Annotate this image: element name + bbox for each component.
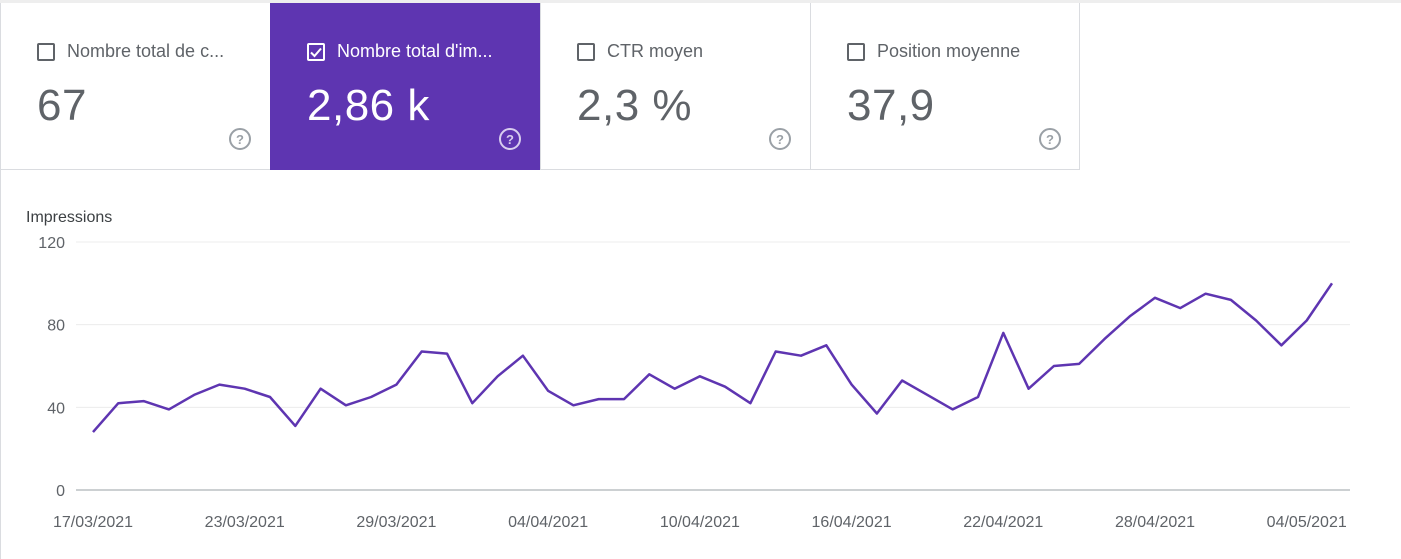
y-tick-label: 0 bbox=[56, 483, 65, 500]
metric-value-impressions: 2,86 k bbox=[307, 81, 430, 130]
x-tick-label: 16/04/2021 bbox=[812, 514, 892, 531]
x-tick-label: 17/03/2021 bbox=[53, 514, 133, 531]
x-tick-label: 22/04/2021 bbox=[963, 514, 1043, 531]
x-tick-label: 29/03/2021 bbox=[356, 514, 436, 531]
checkbox-impressions[interactable] bbox=[307, 42, 325, 61]
x-tick-label: 28/04/2021 bbox=[1115, 514, 1195, 531]
metric-card-position[interactable]: Position moyenne 37,9 ? bbox=[810, 3, 1080, 170]
metric-label-impressions: Nombre total d'im... bbox=[337, 41, 493, 61]
metric-card-clicks[interactable]: Nombre total de c... 67 ? bbox=[0, 3, 270, 170]
checkmark-icon bbox=[310, 47, 322, 57]
help-icon[interactable]: ? bbox=[1039, 128, 1061, 150]
x-tick-label: 04/04/2021 bbox=[508, 514, 588, 531]
metric-label-clicks: Nombre total de c... bbox=[67, 41, 225, 61]
chart-svg: Impressions 0 40 80 120 17/03/2021 23/03/2021 2… bbox=[26, 209, 1350, 531]
metric-value-ctr: 2,3 % bbox=[577, 81, 693, 130]
help-icon[interactable]: ? bbox=[229, 128, 251, 150]
y-tick-label: 80 bbox=[47, 318, 65, 335]
top-divider bbox=[0, 0, 1401, 3]
y-tick-label: 40 bbox=[47, 400, 65, 417]
metric-card-impressions[interactable]: Nombre total d'im... 2,86 k ? bbox=[270, 3, 540, 170]
help-icon[interactable]: ? bbox=[769, 128, 791, 150]
x-tick-label: 23/03/2021 bbox=[205, 514, 285, 531]
y-axis-title: Impressions bbox=[26, 209, 112, 226]
metric-value-clicks: 67 bbox=[37, 81, 87, 130]
help-icon[interactable]: ? bbox=[499, 128, 521, 150]
series-line-impressions bbox=[92, 282, 1334, 433]
impressions-chart: Impressions 0 40 80 120 17/03/2021 23/03/2021 2… bbox=[0, 170, 1401, 559]
metric-cards: Nombre total de c... 67 ? Nombre total d… bbox=[0, 3, 1080, 170]
x-tick-label: 10/04/2021 bbox=[660, 514, 740, 531]
checkbox-position[interactable] bbox=[847, 42, 865, 61]
x-tick-label: 04/05/2021 bbox=[1267, 514, 1347, 531]
checkbox-ctr[interactable] bbox=[577, 42, 595, 61]
y-tick-label: 120 bbox=[38, 235, 65, 252]
checkbox-clicks[interactable] bbox=[37, 42, 55, 61]
metric-value-position: 37,9 bbox=[847, 81, 935, 130]
metric-label-position: Position moyenne bbox=[877, 41, 1021, 61]
metric-card-ctr[interactable]: CTR moyen 2,3 % ? bbox=[540, 3, 810, 170]
metric-label-ctr: CTR moyen bbox=[607, 41, 704, 61]
